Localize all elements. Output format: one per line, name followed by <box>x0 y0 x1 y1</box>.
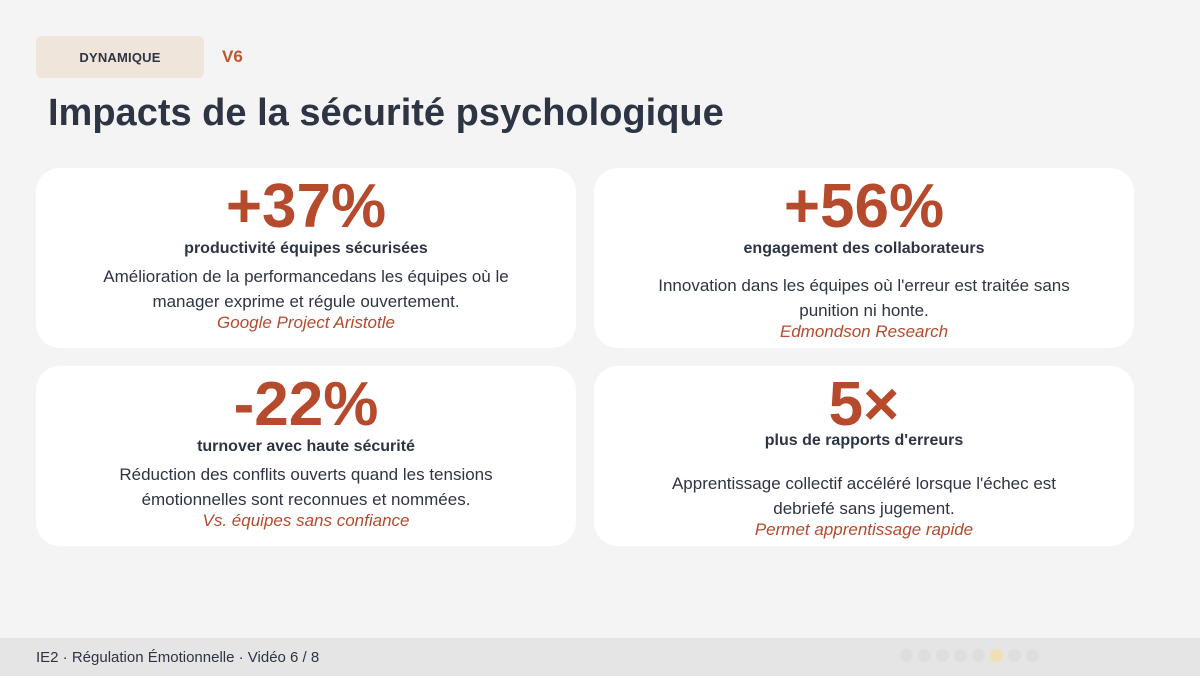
stat-label: turnover avec haute sécurité <box>197 438 415 455</box>
stat-description-line: émotionnelles sont reconnues et nommées. <box>141 490 471 509</box>
section-tag: DYNAMIQUE <box>36 36 204 78</box>
stat-label: productivité équipes sécurisées <box>184 240 428 257</box>
stat-description-line: debriefé sans jugement. <box>773 499 955 518</box>
stat-label: engagement des collaborateurs <box>743 240 985 257</box>
stat-value: +37% <box>225 172 387 241</box>
stat-description-line: punition ni honte. <box>799 301 929 320</box>
stat-description-line: Apprentissage collectif accéléré lorsque… <box>671 474 1057 493</box>
progress-dot <box>1026 649 1039 662</box>
version-label: V6 <box>222 47 243 66</box>
stat-description: Apprentissage collectif accéléré lorsque… <box>634 471 1094 521</box>
stat-card-engagement: +56% engagement des collaborateurs Innov… <box>594 168 1134 348</box>
stat-description-line: Amélioration de la performancedans les é… <box>103 267 509 286</box>
page-title: Impacts de la sécurité psychologique <box>48 92 724 134</box>
stat-description: Innovation dans les équipes où l'erreur … <box>634 273 1094 323</box>
stat-value: -22% <box>233 370 379 439</box>
stat-card-productivity: +37% productivité équipes sécurisées Amé… <box>36 168 576 348</box>
stat-source: Edmondson Research <box>779 322 949 341</box>
stat-value: +56% <box>783 172 945 241</box>
stat-source: Vs. équipes sans confiance <box>202 511 410 530</box>
stat-label: plus de rapports d'erreurs <box>764 432 964 449</box>
stat-value: 5× <box>828 370 900 439</box>
footer-course-info: IE2 · Régulation Émotionnelle · Vidéo 6 … <box>36 649 320 666</box>
footer-bar: IE2 · Régulation Émotionnelle · Vidéo 6 … <box>0 638 1200 676</box>
stat-card-turnover: -22% turnover avec haute sécurité Réduct… <box>36 366 576 546</box>
progress-dots <box>900 649 1039 662</box>
stat-description-line: Innovation dans les équipes où l'erreur … <box>658 276 1070 295</box>
stat-source: Permet apprentissage rapide <box>754 520 974 539</box>
stat-description-line: Réduction des conflits ouverts quand les… <box>119 465 493 484</box>
stat-source: Google Project Aristotle <box>217 313 395 332</box>
progress-dot-current <box>990 649 1003 662</box>
stat-description-line: manager exprime et régule ouvertement. <box>152 292 460 311</box>
stat-card-error-reports: 5× plus de rapports d'erreurs Apprentiss… <box>594 366 1134 546</box>
progress-dot <box>1008 649 1021 662</box>
stat-description: Amélioration de la performancedans les é… <box>76 264 536 314</box>
progress-dot <box>972 649 985 662</box>
progress-dot <box>918 649 931 662</box>
stat-description: Réduction des conflits ouverts quand les… <box>76 462 536 512</box>
progress-dot <box>900 649 913 662</box>
progress-dot <box>936 649 949 662</box>
progress-dot <box>954 649 967 662</box>
